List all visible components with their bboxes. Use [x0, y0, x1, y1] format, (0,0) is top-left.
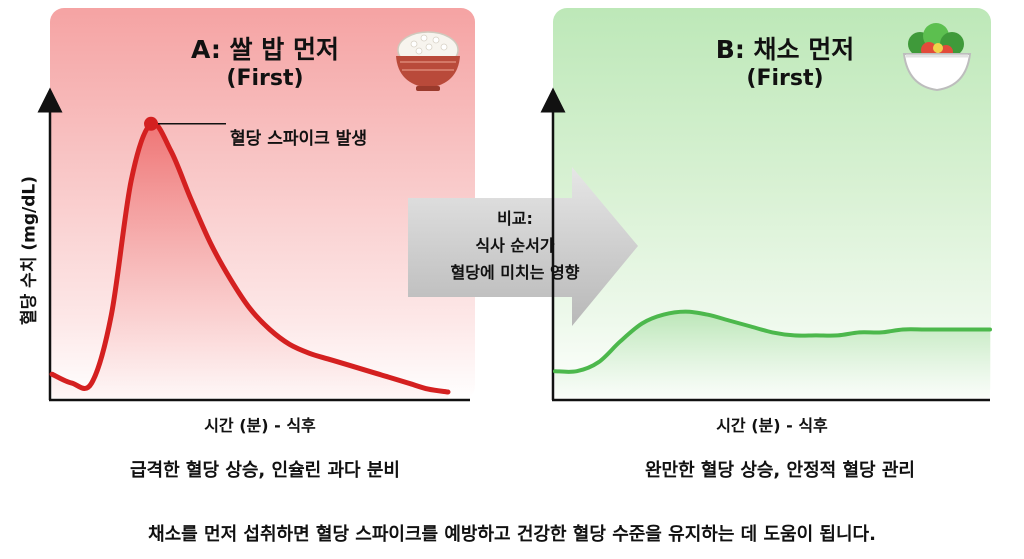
spike-annotation: 혈당 스파이크 발생 [230, 129, 367, 149]
y-axis-label: 혈당 수치 (mg/dL) [19, 175, 40, 326]
comparison-text-line-1: 비교: [497, 209, 533, 228]
panel-b-title: B: 채소 먼저 [715, 35, 855, 64]
panel-a-x-axis-label: 시간 (분) - 식후 [204, 416, 316, 435]
salad-bowl-icon [902, 23, 972, 92]
comparison-arrow [408, 167, 638, 326]
panel-b-series-line [553, 309, 992, 374]
panel-a-series-line [49, 120, 451, 395]
comparison-text-line-3: 혈당에 미치는 영향 [450, 263, 580, 282]
panel-a-caption: 급격한 혈당 상승, 인슐린 과다 분비 [129, 460, 400, 481]
footer-note: 채소를 먼저 섭취하면 혈당 스파이크를 예방하고 건강한 혈당 수준을 유지하… [148, 524, 876, 545]
panel-a-title: A: 쌀 밥 먼저 [191, 35, 339, 64]
rice-bowl-icon [396, 31, 460, 91]
panel-b-caption: 완만한 혈당 상승, 안정적 혈당 관리 [644, 460, 915, 481]
comparison-text-line-2: 식사 순서가 [475, 236, 555, 255]
spike-peak-marker [144, 116, 158, 131]
panel-b-subtitle: (First) [746, 66, 824, 91]
panel-a-subtitle: (First) [226, 66, 304, 91]
panel-a-area [52, 123, 448, 399]
panel-b-x-axis-label: 시간 (분) - 식후 [716, 416, 828, 435]
panel-b-area [555, 311, 990, 398]
